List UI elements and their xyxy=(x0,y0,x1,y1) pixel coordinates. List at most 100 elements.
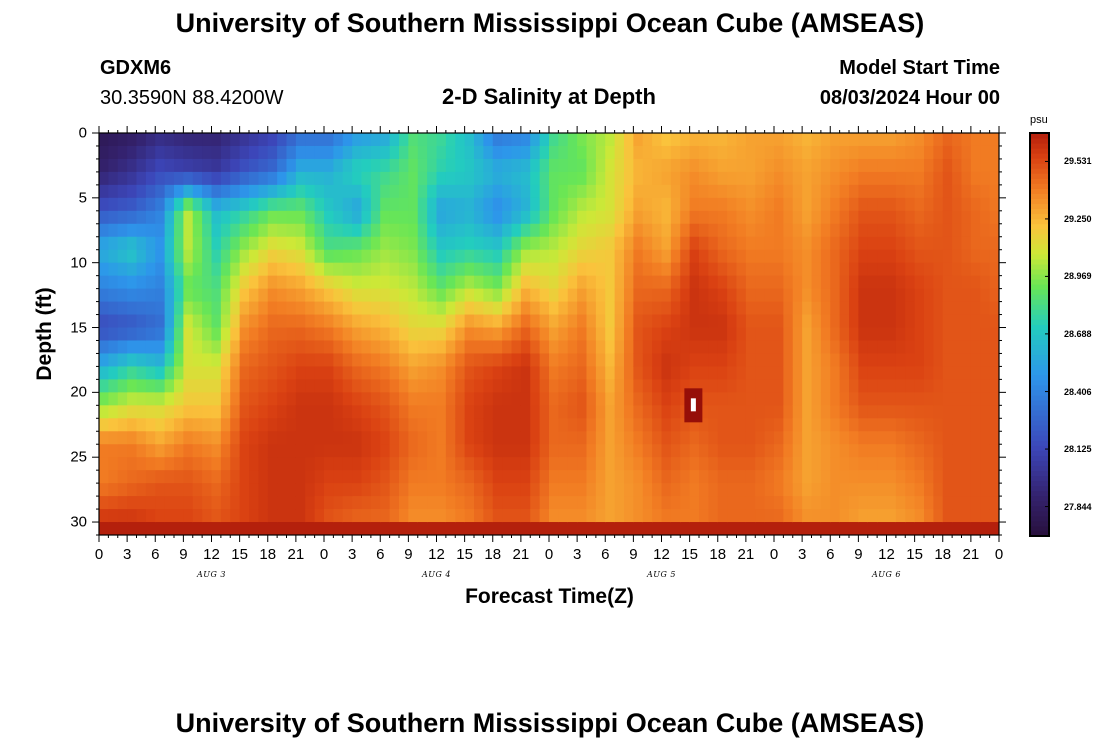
heatmap-cell xyxy=(849,249,859,264)
heatmap-cell xyxy=(924,418,934,432)
x-tick-label: 9 xyxy=(404,546,413,563)
heatmap-cell xyxy=(305,145,316,160)
heatmap-cell xyxy=(267,158,278,173)
heatmap-cell xyxy=(342,470,353,484)
heatmap-cell xyxy=(886,327,897,342)
heatmap-cell xyxy=(614,392,625,406)
heatmap-cell xyxy=(680,327,691,342)
heatmap-cell xyxy=(305,223,316,238)
heatmap-cell xyxy=(727,249,738,264)
heatmap-cell xyxy=(802,470,813,484)
heatmap-cell xyxy=(708,522,719,535)
heatmap-cell xyxy=(745,327,756,342)
heatmap-cell xyxy=(324,327,334,342)
heatmap-cell xyxy=(914,171,925,186)
heatmap-cell xyxy=(117,431,128,445)
heatmap-cell xyxy=(145,314,156,329)
heatmap-cell xyxy=(211,418,222,432)
heatmap-cell xyxy=(849,418,859,432)
heatmap-cell xyxy=(595,171,606,186)
heatmap-cell xyxy=(155,353,166,368)
heatmap-cell xyxy=(520,457,531,471)
heatmap-cell xyxy=(483,301,494,316)
heatmap-cell xyxy=(727,405,738,419)
heatmap-cell xyxy=(661,522,672,535)
heatmap-cell xyxy=(99,249,109,264)
heatmap-cell xyxy=(399,275,409,290)
heatmap-cell xyxy=(970,379,981,393)
heatmap-cell xyxy=(783,496,794,510)
heatmap-cell xyxy=(989,327,999,342)
heatmap-cell xyxy=(192,171,203,186)
heatmap-cell xyxy=(755,444,766,458)
heatmap-cell xyxy=(324,366,334,380)
heatmap-cell xyxy=(633,262,644,277)
colorbar-segment xyxy=(1030,430,1049,436)
heatmap-cell xyxy=(567,223,578,238)
heatmap-cell xyxy=(577,275,588,290)
heatmap-cell xyxy=(352,392,363,406)
heatmap-cell xyxy=(970,418,981,432)
heatmap-cell xyxy=(370,340,381,355)
heatmap-cell xyxy=(370,249,381,264)
heatmap-cell xyxy=(380,262,391,277)
heatmap-cell xyxy=(492,288,503,303)
heatmap-cell xyxy=(839,392,850,406)
heatmap-cell xyxy=(492,444,503,458)
heatmap-cell xyxy=(830,405,841,419)
heatmap-cell xyxy=(577,496,588,510)
heatmap-cell xyxy=(136,133,147,147)
heatmap-cell xyxy=(370,314,381,329)
heatmap-cell xyxy=(895,210,906,225)
heatmap-cell xyxy=(445,133,456,147)
heatmap-cell xyxy=(539,366,550,380)
heatmap-cell xyxy=(267,392,278,406)
heatmap-cell xyxy=(511,275,522,290)
heatmap-cell xyxy=(539,405,550,419)
heatmap-cell xyxy=(455,327,466,342)
heatmap-cell xyxy=(586,210,597,225)
heatmap-cell xyxy=(474,444,484,458)
heatmap-cell xyxy=(455,509,466,523)
heatmap-cell xyxy=(980,210,991,225)
heatmap-cell xyxy=(895,366,906,380)
heatmap-cell xyxy=(530,444,541,458)
heatmap-cell xyxy=(652,262,663,277)
heatmap-cell xyxy=(895,314,906,329)
heatmap-cell xyxy=(614,340,625,355)
heatmap-cell xyxy=(258,496,269,510)
heatmap-cell xyxy=(324,418,334,432)
heatmap-cell xyxy=(980,483,991,497)
heatmap-cell xyxy=(970,392,981,406)
heatmap-cell xyxy=(99,470,109,484)
heatmap-cell xyxy=(970,210,981,225)
heatmap-cell xyxy=(558,418,569,432)
heatmap-cell xyxy=(689,275,700,290)
heatmap-cell xyxy=(389,288,400,303)
colorbar-segment xyxy=(1030,299,1049,305)
heatmap-cell xyxy=(914,431,925,445)
heatmap-cell xyxy=(727,457,738,471)
heatmap-cell xyxy=(127,379,138,393)
heatmap-cell xyxy=(99,340,109,355)
heatmap-cell xyxy=(577,522,588,535)
heatmap-cell xyxy=(192,522,203,535)
heatmap-cell xyxy=(417,496,428,510)
heatmap-cell xyxy=(239,483,250,497)
heatmap-cell xyxy=(886,158,897,173)
heatmap-cell xyxy=(699,483,709,497)
heatmap-cell xyxy=(736,496,747,510)
heatmap-cell xyxy=(783,184,794,199)
heatmap-cell xyxy=(305,301,316,316)
heatmap-cell xyxy=(474,431,484,445)
heatmap-cell xyxy=(192,158,203,173)
heatmap-cell xyxy=(370,483,381,497)
heatmap-cell xyxy=(614,301,625,316)
heatmap-cell xyxy=(736,210,747,225)
heatmap-cell xyxy=(305,171,316,186)
heatmap-cell xyxy=(792,496,803,510)
heatmap-cell xyxy=(211,327,222,342)
heatmap-cell xyxy=(867,223,878,238)
heatmap-cell xyxy=(108,353,119,368)
heatmap-cell xyxy=(295,483,306,497)
